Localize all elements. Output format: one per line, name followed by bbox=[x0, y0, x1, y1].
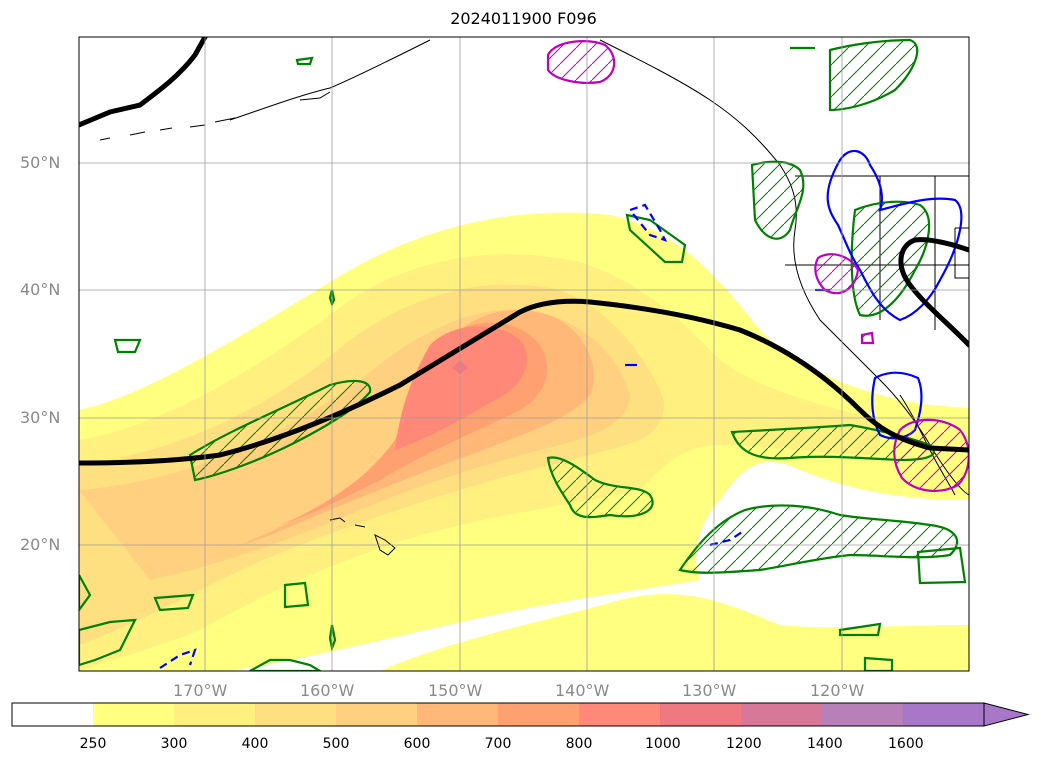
colorbar-outline bbox=[11, 702, 984, 727]
magenta-region-north bbox=[546, 40, 616, 84]
colorbar-tick-label: 300 bbox=[160, 736, 188, 752]
green-small-2 bbox=[153, 593, 195, 612]
green-small-contours bbox=[79, 46, 967, 671]
lon-label-150w: 150°W bbox=[428, 681, 483, 700]
green-region-bc bbox=[750, 160, 805, 240]
map-title: 2024011900 F096 bbox=[450, 9, 597, 28]
lon-label-140w: 140°W bbox=[555, 681, 610, 700]
colorbar-segment bbox=[498, 703, 580, 726]
colorbar-segment bbox=[579, 703, 661, 726]
magenta-region-oregon bbox=[814, 253, 860, 295]
colorbar-segment bbox=[255, 703, 337, 726]
colorbar-segment bbox=[12, 703, 94, 726]
green-region-central-pac bbox=[188, 379, 372, 482]
ivt-level-250-south bbox=[380, 594, 969, 671]
magenta-small bbox=[860, 331, 875, 345]
colorbar-tick-label: 600 bbox=[403, 736, 431, 752]
map-frame bbox=[78, 36, 970, 672]
lat-label-40: 40°N bbox=[20, 280, 61, 299]
colorbar bbox=[11, 702, 1030, 727]
green-hatched-regions bbox=[188, 38, 958, 574]
jet-axis-north bbox=[79, 37, 208, 128]
graticule bbox=[79, 37, 969, 671]
colorbar-tick-label: 250 bbox=[79, 736, 107, 752]
colorbar-tick-label: 700 bbox=[484, 736, 512, 752]
lon-label-170w: 170°W bbox=[173, 681, 228, 700]
jet-axis bbox=[79, 37, 969, 466]
colorbar-segment bbox=[174, 703, 256, 726]
colorbar-tick-label: 400 bbox=[241, 736, 269, 752]
colorbar-tick-label: 1000 bbox=[645, 736, 681, 752]
blue-dashed-3 bbox=[709, 529, 746, 547]
blue-dashed-1 bbox=[628, 203, 668, 242]
lat-label-20: 20°N bbox=[20, 535, 61, 554]
ivt-level-800 bbox=[395, 326, 527, 450]
aleutian-islands bbox=[99, 117, 236, 141]
lat-label-30: 30°N bbox=[20, 408, 61, 427]
green-region-mid bbox=[546, 456, 654, 519]
colorbar-tick-label: 800 bbox=[565, 736, 593, 752]
hawaii-islands bbox=[329, 517, 396, 556]
lat-label-50: 50°N bbox=[20, 153, 61, 172]
lon-label-130w: 130°W bbox=[682, 681, 737, 700]
colorbar-segment bbox=[417, 703, 499, 726]
green-small-7 bbox=[863, 656, 894, 671]
green-small-8 bbox=[249, 658, 323, 671]
ivt-shading bbox=[79, 212, 969, 671]
magenta-contours bbox=[546, 40, 969, 492]
green-small-4 bbox=[79, 574, 92, 612]
alaska-coast bbox=[229, 39, 431, 121]
green-small-1 bbox=[113, 338, 142, 354]
blue-dashed-2 bbox=[159, 648, 197, 669]
green-small-6 bbox=[838, 622, 882, 637]
green-region-nw bbox=[828, 38, 919, 112]
colorbar-tick-label: 1200 bbox=[726, 736, 762, 752]
green-region-south bbox=[678, 504, 958, 574]
colorbar-tick-label: 1400 bbox=[807, 736, 843, 752]
colorbar-extend-arrow bbox=[983, 702, 1030, 727]
colorbar-tick-label: 1600 bbox=[888, 736, 924, 752]
green-small-14 bbox=[916, 546, 967, 585]
green-small-5 bbox=[79, 618, 137, 667]
lon-label-160w: 160°W bbox=[300, 681, 355, 700]
colorbar-segment bbox=[660, 703, 742, 726]
colorbar-segment bbox=[93, 703, 175, 726]
lon-label-120w: 120°W bbox=[810, 681, 865, 700]
magenta-region-baja bbox=[893, 418, 969, 492]
colorbar-segment bbox=[336, 703, 418, 726]
blue-region-north bbox=[826, 149, 963, 322]
colorbar-tick-label: 500 bbox=[322, 736, 350, 752]
colorbar-segment bbox=[903, 703, 985, 726]
colorbar-segment bbox=[741, 703, 823, 726]
green-small-11 bbox=[625, 213, 687, 264]
colorbar-segment bbox=[822, 703, 904, 726]
green-small-12 bbox=[295, 56, 314, 66]
jet-axis-main bbox=[79, 298, 969, 466]
jet-axis-east bbox=[898, 237, 969, 348]
green-small-3 bbox=[283, 581, 310, 609]
